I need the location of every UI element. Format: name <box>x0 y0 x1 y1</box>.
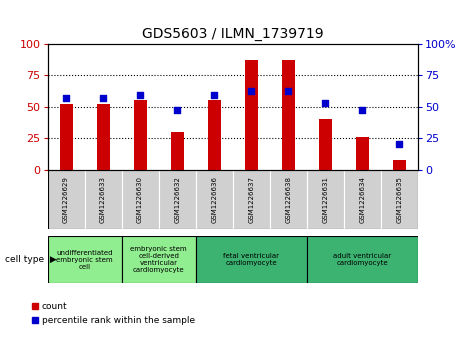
Text: undifferentiated
embryonic stem
cell: undifferentiated embryonic stem cell <box>56 249 113 270</box>
Bar <box>48 236 122 283</box>
Bar <box>344 170 381 229</box>
Point <box>136 92 144 98</box>
Bar <box>196 236 307 283</box>
Point <box>210 92 218 98</box>
Bar <box>307 170 344 229</box>
Title: GDS5603 / ILMN_1739719: GDS5603 / ILMN_1739719 <box>142 27 323 41</box>
Bar <box>122 170 159 229</box>
Text: GSM1226634: GSM1226634 <box>360 176 365 223</box>
Text: GSM1226630: GSM1226630 <box>137 176 143 223</box>
Text: GSM1226631: GSM1226631 <box>323 176 328 223</box>
Bar <box>159 170 196 229</box>
Bar <box>356 137 369 170</box>
Bar <box>245 60 258 170</box>
Bar <box>319 119 332 170</box>
Text: fetal ventricular
cardiomyocyte: fetal ventricular cardiomyocyte <box>223 253 279 266</box>
Bar <box>171 132 184 170</box>
Bar <box>133 100 147 170</box>
Bar <box>122 236 196 283</box>
Text: GSM1226636: GSM1226636 <box>211 176 217 223</box>
Point <box>322 100 329 106</box>
Text: GSM1226637: GSM1226637 <box>248 176 254 223</box>
Text: adult ventricular
cardiomyocyte: adult ventricular cardiomyocyte <box>333 253 391 266</box>
Bar <box>196 170 233 229</box>
Point <box>396 142 403 147</box>
Text: GSM1226632: GSM1226632 <box>174 176 180 223</box>
Bar <box>381 170 418 229</box>
Point <box>247 89 255 94</box>
Bar <box>270 170 307 229</box>
Bar <box>59 104 73 170</box>
Legend: count, percentile rank within the sample: count, percentile rank within the sample <box>28 298 199 328</box>
Point <box>173 107 181 113</box>
Bar <box>233 170 270 229</box>
Text: GSM1226629: GSM1226629 <box>63 176 69 223</box>
Bar <box>96 104 110 170</box>
Bar <box>208 100 221 170</box>
Bar <box>48 170 85 229</box>
Point <box>285 89 292 94</box>
Point <box>62 95 70 101</box>
Text: GSM1226635: GSM1226635 <box>397 176 402 223</box>
Text: cell type  ▶: cell type ▶ <box>5 255 57 264</box>
Point <box>99 95 107 101</box>
Bar <box>307 236 418 283</box>
Bar <box>85 170 122 229</box>
Bar <box>393 159 406 170</box>
Text: embryonic stem
cell-derived
ventricular
cardiomyocyte: embryonic stem cell-derived ventricular … <box>130 246 187 273</box>
Text: GSM1226633: GSM1226633 <box>100 176 106 223</box>
Point <box>359 107 366 113</box>
Text: GSM1226638: GSM1226638 <box>285 176 291 223</box>
Bar <box>282 60 295 170</box>
